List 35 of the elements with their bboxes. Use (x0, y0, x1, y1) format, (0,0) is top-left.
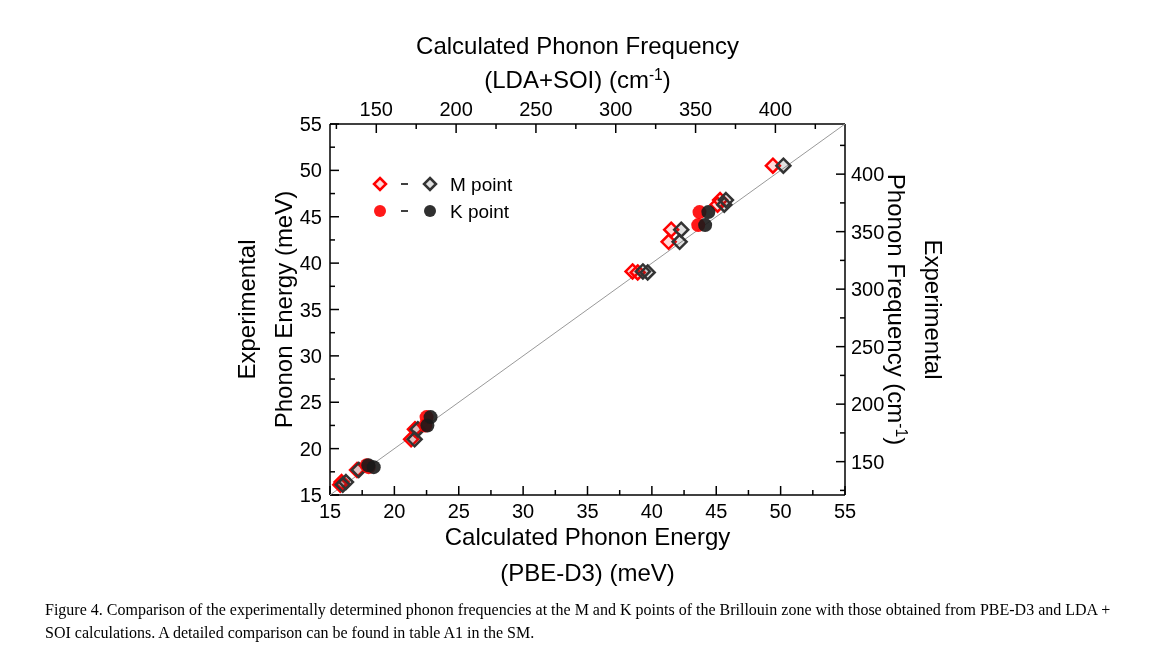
y-tick-label: 50 (299, 159, 322, 182)
y2-tick-label: 350 (851, 220, 885, 243)
x-axis-title: Calculated Phonon Energy (PBE-D3) (meV) (444, 523, 731, 586)
x2-tick-label: 350 (678, 98, 713, 120)
x-tick-label: 50 (769, 500, 792, 522)
x2-tick-label: 200 (439, 98, 473, 120)
x2-tick-label: 150 (359, 98, 393, 120)
x2-tick-label: 400 (758, 98, 793, 120)
y-tick-label: 15 (299, 484, 322, 506)
x-tick-label: 40 (640, 500, 663, 522)
y2-tick-label: 200 (851, 393, 885, 416)
x2-tick-label: 250 (519, 98, 553, 120)
legend-label: K point (450, 201, 510, 222)
y2-tick-label: 400 (851, 163, 885, 186)
y-axis-title: Experimental Phonon Energy (meV) (233, 190, 297, 429)
y-tick-label: 40 (299, 252, 322, 275)
x-tick-label: 25 (447, 500, 470, 522)
y2-tick-label: 250 (851, 335, 885, 358)
x-tick-label: 35 (576, 500, 599, 522)
x-tick-label: 55 (833, 500, 857, 522)
y-tick-label: 25 (299, 391, 322, 414)
y2-tick-label: 300 (851, 278, 885, 301)
x2-tick-label: 300 (599, 98, 633, 120)
y-tick-label: 55 (299, 113, 322, 135)
x-tick-label: 45 (705, 500, 728, 522)
y-tick-label: 45 (299, 205, 322, 228)
x-tick-label: 30 (512, 500, 535, 522)
x-tick-label: 20 (383, 500, 406, 522)
y2-tick-label: 150 (851, 450, 885, 473)
x2-axis-title: Calculated Phonon Frequency (LDA+SOI) (cm$^{-1}$) (416, 32, 739, 93)
y-tick-label: 35 (299, 298, 322, 321)
legend-label: M point (450, 174, 514, 195)
y-tick-label: 30 (299, 344, 322, 367)
caption: Figure 4. Comparison of the experimentally determined phonon frequencies at the M and K points of the Brillouin zone with those obtained from PBE-D3 and LDA + SOI calculations. A detailed comparison can be found in table A1 in the SM. (45, 601, 1111, 642)
y-tick-label: 20 (299, 437, 322, 460)
